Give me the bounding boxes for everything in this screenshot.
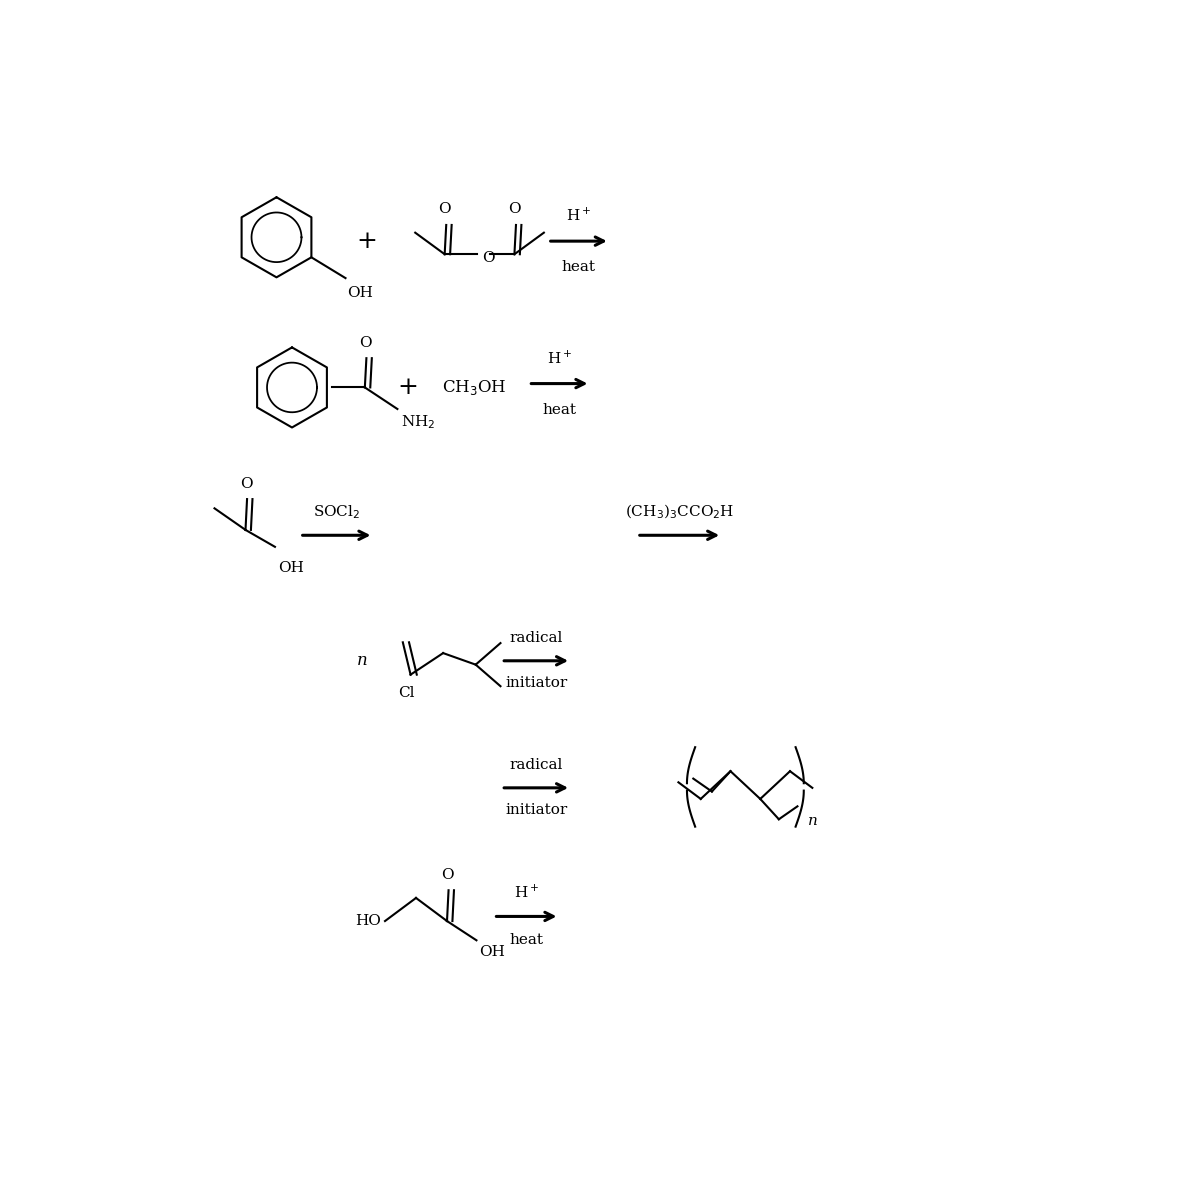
Text: HO: HO — [356, 914, 382, 928]
Text: initiator: initiator — [505, 803, 567, 817]
Text: heat: heat — [542, 402, 577, 417]
Text: +: + — [398, 376, 419, 399]
Text: n: n — [807, 814, 817, 829]
Text: H$^+$: H$^+$ — [566, 207, 591, 225]
Text: heat: heat — [561, 261, 596, 274]
Text: O: O — [508, 203, 521, 216]
Text: O: O — [240, 477, 252, 491]
Text: initiator: initiator — [505, 676, 567, 691]
Text: OH: OH — [479, 945, 505, 958]
Text: SOCl$_2$: SOCl$_2$ — [313, 503, 360, 521]
Text: NH$_2$: NH$_2$ — [401, 413, 435, 431]
Text: H$^+$: H$^+$ — [547, 349, 572, 366]
Text: O: O — [441, 868, 454, 882]
Text: Cl: Cl — [398, 686, 415, 700]
Text: O: O — [359, 336, 372, 349]
Text: OH: OH — [347, 286, 373, 300]
Text: +: + — [357, 229, 378, 252]
Text: O: O — [439, 203, 451, 216]
Text: O: O — [482, 251, 495, 265]
Text: n: n — [357, 652, 367, 669]
Text: radical: radical — [509, 632, 562, 645]
Text: radical: radical — [509, 759, 562, 772]
Text: OH: OH — [278, 561, 304, 575]
Text: CH$_3$OH: CH$_3$OH — [442, 378, 507, 398]
Text: (CH$_3$)$_3$CCO$_2$H: (CH$_3$)$_3$CCO$_2$H — [625, 503, 734, 521]
Text: H$^+$: H$^+$ — [514, 884, 539, 901]
Text: heat: heat — [509, 933, 543, 948]
